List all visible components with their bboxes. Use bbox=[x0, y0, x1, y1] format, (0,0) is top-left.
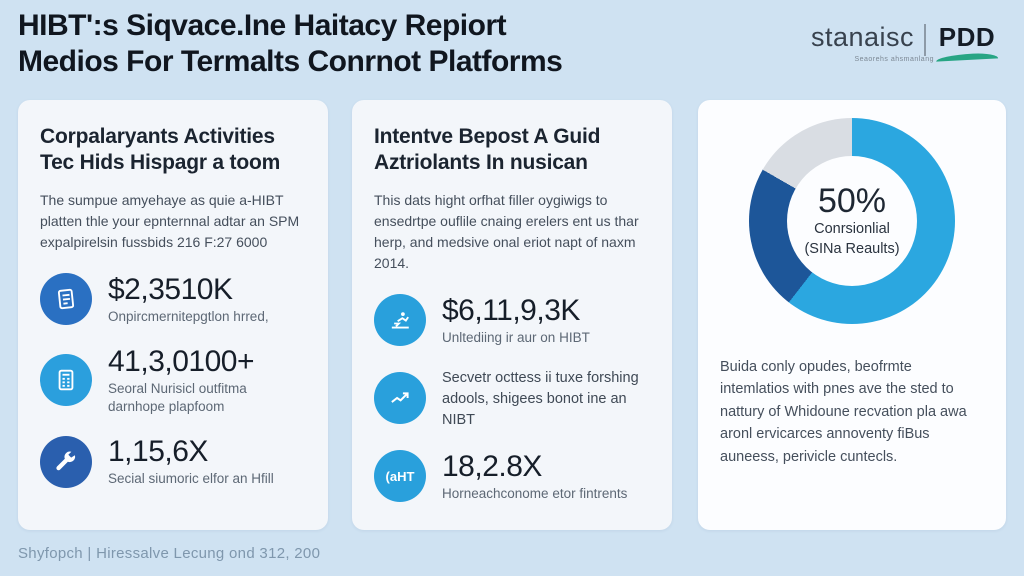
calculator-icon bbox=[40, 354, 92, 407]
logo-swoosh-icon bbox=[935, 52, 999, 62]
logo-divider bbox=[924, 24, 926, 56]
page-title: HIBT':s Siqvace.Ine Haitacy Repiort Medi… bbox=[18, 8, 563, 80]
page-title-line2: Medios For Termalts Conrnot Platforms bbox=[18, 45, 563, 78]
page-title-line1: HIBT':s Siqvace.Ine Haitacy Repiort bbox=[18, 9, 507, 42]
caht-badge-icon: (aHT bbox=[374, 450, 426, 503]
brand-logo-suffix: PDD bbox=[938, 22, 996, 52]
stat-label: Secvetr octtess ii tuxe forshing adools,… bbox=[442, 369, 639, 428]
stat-row: 41,3,0100+ Seoral Nurisicl outfitma darn… bbox=[40, 345, 306, 416]
wrench-icon bbox=[40, 435, 92, 488]
stat-value: 1,15,6X bbox=[108, 435, 208, 469]
stat-row: (aHT 18,2.8X Horneachconome etor fintren… bbox=[374, 450, 650, 503]
card-heading: Corpalaryants Activities Tec Hids Hispag… bbox=[40, 125, 281, 175]
brand-logo: stanaisc PDD bbox=[810, 22, 999, 62]
card-heading: Intentve Bepost A Guid Aztriolants In nu… bbox=[374, 125, 601, 175]
stat-row: 1,15,6X Secial siumoric elfor an Hfill bbox=[40, 435, 306, 488]
card-body-text: The sumpue amyehaye as quie a-HIBT platt… bbox=[40, 191, 300, 250]
donut-chart-card: 50% Conrsionlial (SINa Reaults) Buida co… bbox=[698, 100, 1006, 530]
stat-row: $2,3510K Onpircmernitepgtlon hrred, bbox=[40, 273, 306, 326]
brand-logo-tagline: Seaorehs ahsmanlang bbox=[854, 56, 934, 63]
donut-chart: 50% Conrsionlial (SINa Reaults) bbox=[749, 118, 955, 324]
donut-center-label-line2: (SINa Reaults) bbox=[804, 240, 900, 257]
brand-logo-name: stanaisc bbox=[810, 22, 914, 52]
donut-center: 50% Conrsionlial (SINa Reaults) bbox=[787, 156, 917, 286]
stat-row: Secvetr octtess ii tuxe forshing adools,… bbox=[374, 366, 650, 431]
document-icon bbox=[40, 273, 92, 326]
stat-value: 41,3,0100+ bbox=[108, 344, 254, 378]
stat-row: $6,11,9,3K Unltediing ir aur on HIBT bbox=[374, 294, 650, 347]
stat-label: Seoral Nurisicl outfitma darnhope plapfo… bbox=[108, 380, 247, 414]
runner-icon bbox=[374, 294, 426, 347]
stat-value: $2,3510K bbox=[108, 272, 233, 306]
stats-card-left: Corpalaryants Activities Tec Hids Hispag… bbox=[18, 100, 328, 530]
donut-center-value: 50% bbox=[817, 181, 887, 220]
stat-value: $6,11,9,3K bbox=[442, 293, 580, 327]
stat-label: Unltediing ir aur on HIBT bbox=[442, 329, 590, 345]
donut-center-label-line1: Conrsionlial bbox=[814, 221, 890, 238]
stat-value: 18,2.8X bbox=[442, 449, 542, 483]
card-body-text: This dats hight orfhat filler oygiwigs t… bbox=[374, 191, 639, 271]
caht-badge-text: (aHT bbox=[385, 468, 415, 484]
stat-label: Onpircmernitepgtlon hrred, bbox=[108, 308, 269, 324]
trend-arrow-icon bbox=[374, 372, 426, 425]
card-body-text: Buida conly opudes, beofrmte intemlatios… bbox=[720, 359, 967, 465]
stat-label: Secial siumoric elfor an Hfill bbox=[108, 471, 274, 487]
footer-caption: Shyfopch | Hiressalve Lecung ond 312, 20… bbox=[18, 545, 321, 562]
stat-label: Horneachconome etor fintrents bbox=[442, 485, 628, 501]
stats-card-middle: Intentve Bepost A Guid Aztriolants In nu… bbox=[352, 100, 672, 530]
